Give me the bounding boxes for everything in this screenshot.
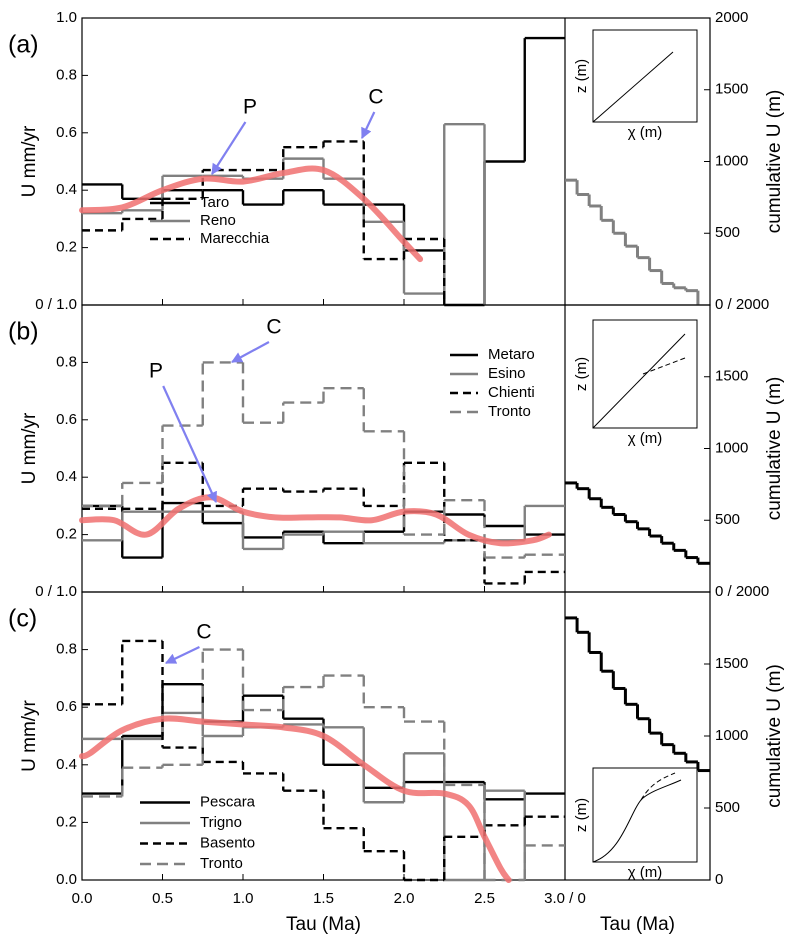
step-series <box>82 504 565 551</box>
y2-axis-label: cumulative U (m) <box>764 90 785 234</box>
annotation-arrow <box>211 121 247 175</box>
y-tick-label: 0 / 1.0 <box>35 583 77 600</box>
x-tick-label: 0.0 <box>72 890 93 907</box>
annotation-arrow <box>361 111 376 139</box>
y2-tick-label: 0 / 2000 <box>715 296 769 313</box>
annotation: C <box>196 621 211 644</box>
y-tick-label: 0.0 <box>56 871 77 888</box>
inset-line <box>640 772 676 801</box>
panel-label: (a) <box>8 31 39 59</box>
x-tick-label: 3.0 / 0 <box>544 890 586 907</box>
inset-y-label: z (m) <box>573 357 590 391</box>
step-series <box>82 648 565 882</box>
legend-label: Taro <box>200 194 229 211</box>
legend-label: Tronto <box>200 855 243 872</box>
y-tick-label: 1.0 <box>56 9 77 26</box>
panel-label: (c) <box>8 605 37 633</box>
legend-label: Metaro <box>488 346 535 363</box>
legend-label: Pescara <box>200 793 256 810</box>
annotation: C <box>266 316 281 339</box>
trend-curve <box>79 165 424 263</box>
y2-tick-label: 2000 <box>715 9 748 26</box>
legend-label: Tronto <box>488 403 531 420</box>
legend-label: Chienti <box>488 384 535 401</box>
x2-axis-label: Tau (Ma) <box>600 914 675 935</box>
y-tick-label: 0 / 1.0 <box>35 296 77 313</box>
y-tick-label: 0.6 <box>56 411 77 428</box>
y2-tick-label: 1500 <box>715 368 748 385</box>
legend-label: Reno <box>200 212 236 229</box>
y-axis-label: U mm/yr <box>19 699 40 771</box>
trend-curve <box>79 494 552 547</box>
annotation: P <box>149 360 163 383</box>
y-tick-label: 0.8 <box>56 66 77 83</box>
inset-line <box>592 51 674 123</box>
annotation-arrow <box>165 646 200 664</box>
step-series <box>565 616 710 773</box>
legend-label: Marecchia <box>200 230 270 247</box>
step-series <box>82 682 565 801</box>
annotation: C <box>368 86 383 109</box>
trend-curve <box>79 715 512 883</box>
step-series <box>565 481 710 565</box>
y2-tick-label: 1000 <box>715 727 748 744</box>
y-tick-label: 0.2 <box>56 526 77 543</box>
inset-line <box>592 333 686 429</box>
y-tick-label: 0.4 <box>56 756 77 773</box>
y2-tick-label: 1500 <box>715 81 748 98</box>
x-axis-label: Tau (Ma) <box>286 914 361 935</box>
annotation-arrow <box>231 341 270 363</box>
y2-axis-label: cumulative U (m) <box>764 664 785 808</box>
y-tick-label: 0.6 <box>56 124 77 141</box>
inset-frame <box>592 767 698 863</box>
y2-tick-label: 1500 <box>715 655 748 672</box>
inset-x-label: χ (m) <box>628 864 663 881</box>
y-tick-label: 0.2 <box>56 239 77 256</box>
x-tick-label: 0.5 <box>152 890 173 907</box>
x-tick-label: 1.5 <box>313 890 334 907</box>
y-tick-label: 0.8 <box>56 353 77 370</box>
legend-label: Basento <box>200 834 255 851</box>
inset-y-label: z (m) <box>573 59 590 93</box>
step-series <box>82 361 565 559</box>
y2-axis-label: cumulative U (m) <box>764 377 785 521</box>
y2-tick-label: 1000 <box>715 152 748 169</box>
y2-tick-label: 0 <box>715 871 723 888</box>
y-tick-label: 0.2 <box>56 813 77 830</box>
y-tick-label: 0.8 <box>56 641 77 658</box>
inset-x-label: χ (m) <box>628 124 663 141</box>
y2-tick-label: 500 <box>715 224 740 241</box>
step-series <box>565 178 700 305</box>
y-tick-label: 0.4 <box>56 468 77 485</box>
inset-y-label: z (m) <box>573 798 590 832</box>
y2-tick-label: 0 / 2000 <box>715 583 769 600</box>
step-series <box>82 639 565 882</box>
x-tick-label: 2.0 <box>394 890 415 907</box>
y2-tick-label: 1000 <box>715 439 748 456</box>
legend-label: Trigno <box>200 814 242 831</box>
annotation: P <box>243 96 257 119</box>
y-axis-label: U mm/yr <box>19 125 40 197</box>
inset-x-label: χ (m) <box>628 430 663 447</box>
inset-line <box>592 779 682 863</box>
x-tick-label: 2.5 <box>474 890 495 907</box>
y-tick-label: 0.4 <box>56 181 77 198</box>
legend-label: Esino <box>488 365 526 382</box>
annotation-arrow <box>162 385 218 504</box>
y-tick-label: 0.6 <box>56 698 77 715</box>
panel-label: (b) <box>8 318 39 346</box>
y2-tick-label: 500 <box>715 511 740 528</box>
y2-tick-label: 500 <box>715 799 740 816</box>
step-series <box>82 461 565 585</box>
y-axis-label: U mm/yr <box>19 412 40 484</box>
x-tick-label: 1.0 <box>233 890 254 907</box>
